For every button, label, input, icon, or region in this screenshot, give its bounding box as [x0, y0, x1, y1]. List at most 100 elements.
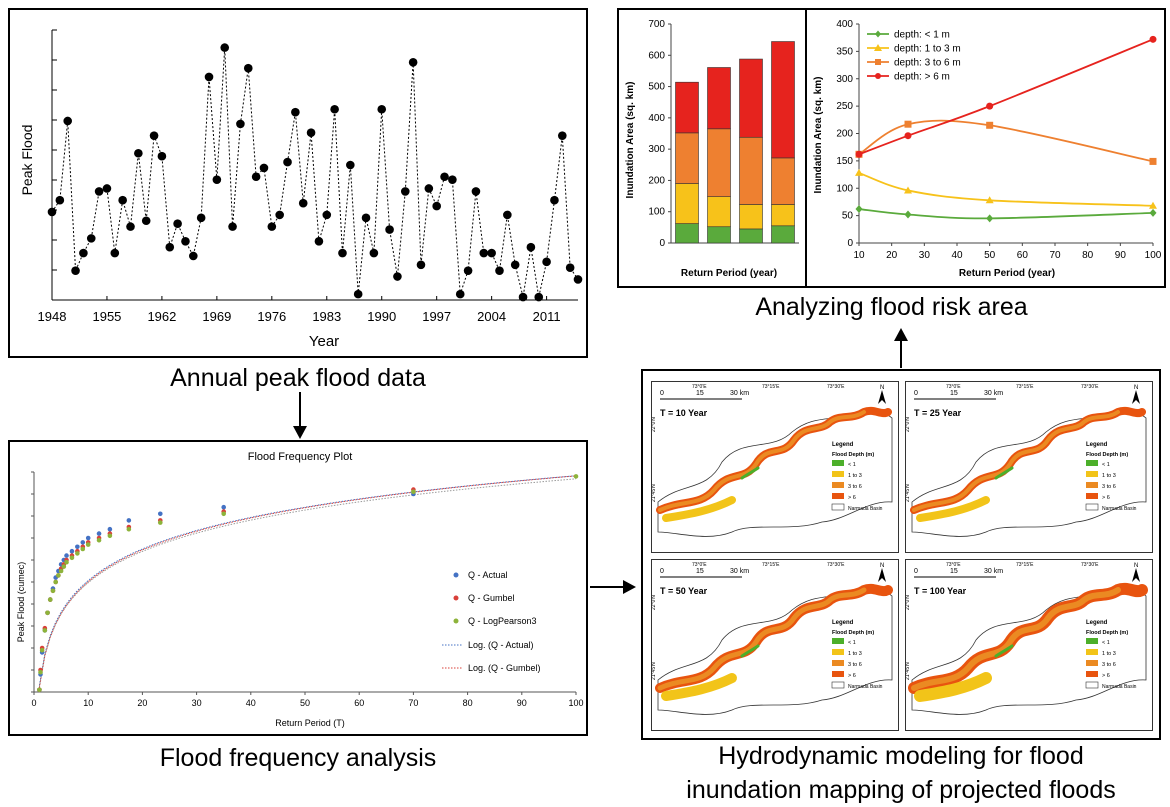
annual-point	[181, 237, 190, 246]
freq-point-logpearson	[53, 579, 58, 585]
freq-point-actual	[69, 548, 75, 554]
annual-point	[361, 213, 371, 223]
floodplain-lowest	[740, 644, 760, 658]
annual-axes: 1948 1955 1962 1969 1976 1983 1990 1997 2004 2011	[38, 29, 578, 324]
freq-point-logpearson	[61, 564, 67, 569]
scale-label-0: 0	[914, 390, 918, 397]
line-series-path	[858, 119, 1154, 163]
annual-point	[71, 266, 80, 275]
freq-point-logpearson	[47, 597, 53, 602]
annual-point	[173, 219, 182, 228]
arrow-frequency-to-maps	[590, 580, 636, 594]
annual-point	[322, 210, 332, 220]
legend-item: < 1	[1102, 640, 1110, 646]
caption-frequency: Flood frequency analysis	[159, 744, 437, 772]
annual-x-tick-label: 1969	[202, 309, 231, 324]
legend-subtitle: Flood Depth (m)	[1086, 630, 1128, 636]
freq-x-tick-label: 50	[300, 698, 310, 708]
river-inundation-mid	[657, 587, 867, 691]
legend-title: Legend	[832, 442, 854, 448]
line-point	[855, 168, 863, 176]
legend-swatch	[832, 660, 844, 666]
line-legend: depth: < 1 m depth: 1 to 3 m depth: 3 to 6…	[867, 30, 961, 83]
legend-item: > 6	[848, 673, 856, 679]
bar-segment	[675, 132, 699, 184]
annual-x-tick-label: 1983	[312, 309, 341, 324]
legend-swatch	[1086, 460, 1098, 466]
line-y-tick-label: 300	[836, 74, 853, 85]
annual-point	[471, 187, 481, 196]
freq-point-actual	[80, 540, 86, 545]
legend-item: Narmada Basin	[848, 506, 883, 512]
bar-segment	[739, 58, 763, 138]
bar-segment	[771, 157, 795, 205]
lon-label: 73°0'E	[946, 562, 961, 568]
freq-point-actual	[75, 544, 80, 550]
legend-item: 1 to 3	[848, 651, 862, 657]
freq-x-tick-label: 100	[568, 698, 583, 708]
annual-point	[479, 248, 489, 258]
annual-point	[573, 275, 583, 284]
annual-point	[487, 248, 496, 258]
bar-segment	[771, 225, 795, 244]
annual-point	[503, 210, 512, 220]
line-x-tick-label: 80	[1082, 250, 1094, 261]
annual-x-tick-label: 2011	[533, 309, 561, 324]
annual-point	[369, 248, 379, 258]
lat-label: 22°0'N	[906, 417, 911, 432]
annual-series	[47, 43, 583, 302]
floodplain-shallow	[661, 673, 737, 701]
legend-swatch	[831, 503, 845, 511]
annual-point	[134, 148, 143, 158]
freq-x-tick-label: 80	[463, 698, 473, 708]
floodplain-shallow	[914, 672, 992, 702]
floodplain-lowest	[994, 644, 1014, 658]
bar-segment	[739, 204, 763, 230]
bar-segment	[675, 183, 699, 224]
map-tile: 0 15 30 km N Legend Flood Depth (m) < 1 …	[651, 559, 899, 731]
line-x-tick-label: 50	[984, 250, 996, 261]
map-canvas: 0 15 30 km N Legend Flood Depth (m) < 1 …	[652, 562, 893, 715]
legend-item: 3 to 6	[848, 662, 862, 668]
freq-point-logpearson	[39, 647, 45, 653]
bar-y-tick-label: 0	[659, 238, 665, 249]
annual-x-tick-label: 1997	[422, 309, 451, 324]
line-x-tick-label: 10	[853, 250, 865, 261]
lat-label: 21°45'N	[906, 484, 911, 502]
bar-y-tick-label: 400	[648, 113, 665, 124]
annual-point	[455, 289, 465, 299]
north-arrow-icon	[1132, 568, 1140, 582]
caption-risk: Analyzing flood risk area	[755, 293, 1028, 321]
annual-point	[565, 263, 575, 273]
flood-frequency-panel: Flood Frequency Plot Peak Flood (cumec) …	[8, 440, 588, 736]
line-y-tick-label: 50	[842, 211, 854, 222]
annual-point	[228, 222, 237, 231]
bar-segment	[707, 226, 731, 244]
legend-item: > 6	[1102, 495, 1110, 501]
legend-swatch	[1086, 649, 1098, 655]
legend-swatch	[1086, 671, 1098, 677]
annual-point	[94, 187, 104, 196]
annual-point	[291, 107, 300, 117]
bar-y-tick-label: 200	[648, 175, 665, 186]
freq-point-actual	[126, 518, 132, 523]
freq-point-actual	[221, 504, 226, 510]
legend-marker	[875, 73, 881, 79]
legend-item: 3 to 6	[848, 484, 862, 490]
freq-point-logpearson	[573, 474, 579, 479]
annual-x-tick-label: 2004	[477, 309, 506, 324]
legend-log-gumbel: Log. (Q - Gumbel)	[468, 663, 541, 673]
annual-point	[149, 131, 159, 140]
legend-swatch	[832, 493, 844, 499]
annual-point	[440, 172, 449, 182]
caption-annual: Annual peak flood data	[170, 364, 426, 392]
scale-label-0: 0	[914, 568, 918, 575]
annual-point	[432, 201, 441, 211]
legend-item: < 1	[1102, 462, 1110, 468]
bar-segment	[675, 223, 699, 244]
freq-point-logpearson	[75, 551, 80, 556]
annual-point	[298, 198, 308, 208]
bar-y-tick-label: 600	[648, 50, 665, 61]
freq-point-logpearson	[45, 610, 50, 616]
map-canvas: 0 15 30 km N Legend Flood Depth (m) < 1 …	[906, 562, 1148, 715]
